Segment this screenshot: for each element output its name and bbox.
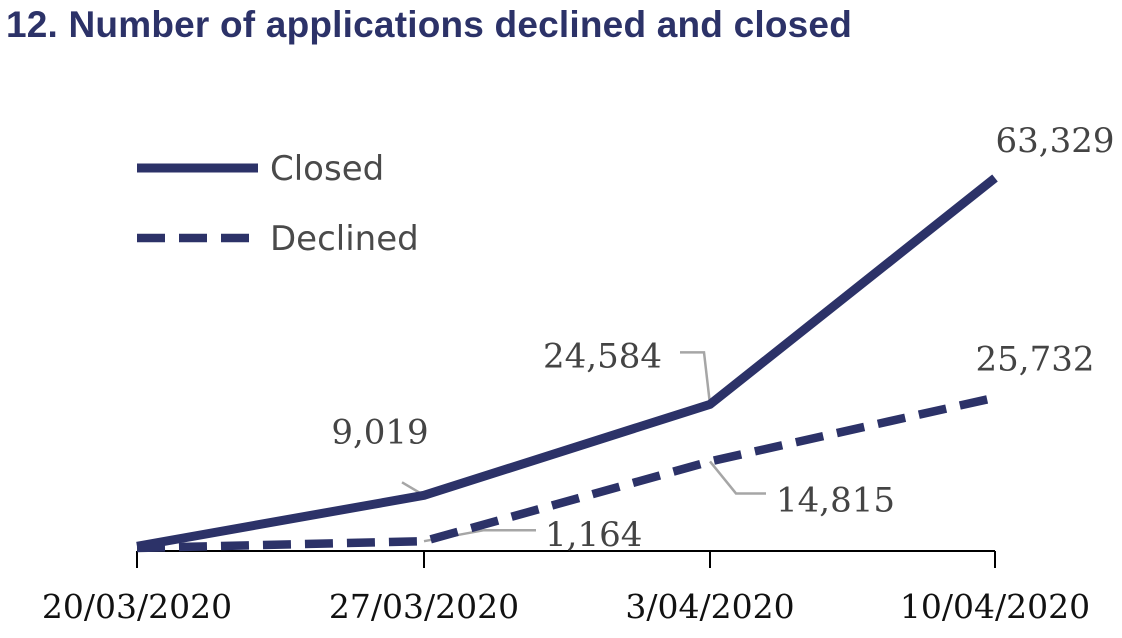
x-tick-label: 10/04/2020 bbox=[900, 587, 1090, 626]
data-label-declined: 14,815 bbox=[776, 480, 895, 520]
data-label-closed: 24,584 bbox=[543, 336, 662, 376]
legend: Closed Declined bbox=[137, 149, 419, 259]
data-label-declined: 25,732 bbox=[976, 340, 1095, 380]
legend-label-declined: Declined bbox=[270, 219, 419, 259]
series-line-declined bbox=[136, 393, 996, 553]
data-label-declined: 1,164 bbox=[545, 515, 642, 555]
chart-title: 12. Number of applications declined and … bbox=[6, 4, 852, 45]
data-label-closed: 9,019 bbox=[331, 412, 428, 452]
leader-line bbox=[709, 460, 766, 495]
series-line-closed bbox=[136, 174, 998, 551]
x-axis: 20/03/2020 27/03/2020 3/04/2020 10/04/2020 bbox=[42, 550, 1090, 626]
data-label-closed: 63,329 bbox=[996, 121, 1115, 161]
x-tick-label: 20/03/2020 bbox=[42, 587, 232, 626]
leader-line bbox=[680, 351, 712, 405]
data-labels: 9,019 24,584 63,329 1,164 14,815 25,732 bbox=[331, 121, 1114, 555]
x-tick-label: 27/03/2020 bbox=[329, 587, 519, 626]
legend-label-closed: Closed bbox=[270, 149, 384, 189]
x-tick-label: 3/04/2020 bbox=[625, 587, 794, 626]
series-lines bbox=[136, 174, 998, 553]
